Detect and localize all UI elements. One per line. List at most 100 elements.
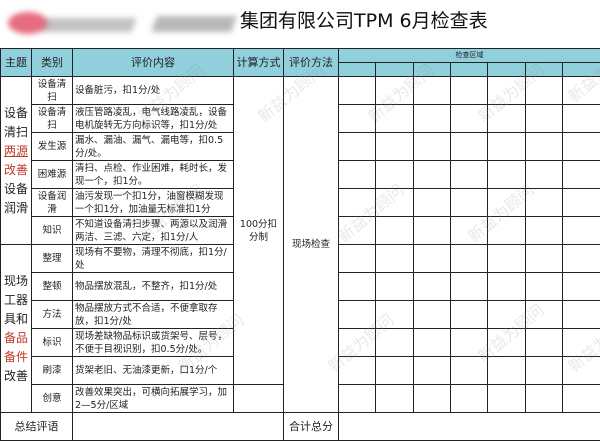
score-cell[interactable] <box>487 244 526 273</box>
score-cell[interactable] <box>487 216 526 245</box>
score-cell[interactable] <box>375 76 414 105</box>
score-cell[interactable] <box>561 104 600 133</box>
score-cell[interactable] <box>561 384 600 413</box>
score-cell[interactable] <box>525 132 563 161</box>
score-cell[interactable] <box>375 300 414 329</box>
total-label: 合计总分 <box>283 412 339 441</box>
score-cell[interactable] <box>525 104 563 133</box>
score-cell[interactable] <box>375 160 414 189</box>
score-cell[interactable] <box>561 300 600 329</box>
score-cell[interactable] <box>338 356 376 385</box>
score-cell[interactable] <box>450 216 488 245</box>
score-cell[interactable] <box>450 132 488 161</box>
score-cell[interactable] <box>561 244 600 273</box>
table-row: 发生源 漏水、漏油、漏气、漏电等，扣0.5分/处。 <box>1 132 600 161</box>
score-cell[interactable] <box>338 188 376 217</box>
score-cell[interactable] <box>413 216 451 245</box>
score-cell[interactable] <box>450 76 488 105</box>
score-cell[interactable] <box>413 188 451 217</box>
score-cell[interactable] <box>375 244 414 273</box>
content-cell: 不知道设备清扫步骤、两源以及润滑两洁、三滤、六定，扣1分/人 <box>72 216 234 245</box>
score-cell[interactable] <box>487 356 526 385</box>
total-input[interactable] <box>337 412 600 441</box>
score-cell[interactable] <box>450 104 488 133</box>
score-cell[interactable] <box>525 272 563 301</box>
score-cell[interactable] <box>525 216 563 245</box>
score-cell[interactable] <box>375 104 414 133</box>
score-cell[interactable] <box>487 384 526 413</box>
score-cell[interactable] <box>525 160 563 189</box>
score-cell[interactable] <box>413 384 451 413</box>
score-cell[interactable] <box>413 300 451 329</box>
category-cell: 发生源 <box>31 132 73 161</box>
score-cell[interactable] <box>561 216 600 245</box>
score-cell[interactable] <box>338 104 376 133</box>
score-cell[interactable] <box>375 328 414 357</box>
theme-text: 改善 <box>3 368 28 383</box>
score-cell[interactable] <box>525 384 563 413</box>
score-cell[interactable] <box>375 216 414 245</box>
score-cell[interactable] <box>450 272 488 301</box>
score-cell[interactable] <box>413 104 451 133</box>
score-cell[interactable] <box>525 328 563 357</box>
score-cell[interactable] <box>375 272 414 301</box>
theme-text: 改善 <box>3 162 28 177</box>
score-cell[interactable] <box>338 384 376 413</box>
score-cell[interactable] <box>561 188 600 217</box>
category-cell: 刷漆 <box>31 356 73 385</box>
score-cell[interactable] <box>338 160 376 189</box>
score-cell[interactable] <box>413 272 451 301</box>
score-cell[interactable] <box>525 188 563 217</box>
score-cell[interactable] <box>525 356 563 385</box>
score-cell[interactable] <box>413 132 451 161</box>
score-cell[interactable] <box>413 244 451 273</box>
area-column-header <box>487 62 526 77</box>
score-cell[interactable] <box>450 244 488 273</box>
score-cell[interactable] <box>375 188 414 217</box>
score-cell[interactable] <box>413 160 451 189</box>
theme-text: 设备润滑 <box>3 181 28 215</box>
score-cell[interactable] <box>525 300 563 329</box>
score-cell[interactable] <box>561 160 600 189</box>
score-cell[interactable] <box>450 356 488 385</box>
score-cell[interactable] <box>413 356 451 385</box>
score-cell[interactable] <box>487 272 526 301</box>
score-cell[interactable] <box>450 160 488 189</box>
score-cell[interactable] <box>375 356 414 385</box>
content-cell: 漏水、漏油、漏气、漏电等，扣0.5分/处。 <box>72 132 234 161</box>
score-cell[interactable] <box>450 300 488 329</box>
score-cell[interactable] <box>525 76 563 105</box>
score-cell[interactable] <box>561 272 600 301</box>
score-cell[interactable] <box>487 188 526 217</box>
score-cell[interactable] <box>450 384 488 413</box>
score-cell[interactable] <box>450 188 488 217</box>
score-cell[interactable] <box>561 328 600 357</box>
score-cell[interactable] <box>338 244 376 273</box>
score-cell[interactable] <box>450 328 488 357</box>
score-cell[interactable] <box>338 328 376 357</box>
score-cell[interactable] <box>338 216 376 245</box>
score-cell[interactable] <box>338 300 376 329</box>
theme-text: 两源 <box>3 143 28 158</box>
score-cell[interactable] <box>413 76 451 105</box>
score-cell[interactable] <box>375 384 414 413</box>
company-logo <box>4 10 237 38</box>
score-cell[interactable] <box>413 328 451 357</box>
score-cell[interactable] <box>487 76 526 105</box>
theme-text: 设备清扫 <box>3 105 28 139</box>
score-cell[interactable] <box>487 104 526 133</box>
score-cell[interactable] <box>487 328 526 357</box>
score-cell[interactable] <box>487 132 526 161</box>
score-cell[interactable] <box>487 160 526 189</box>
category-cell: 设备清扫 <box>31 76 73 105</box>
score-cell[interactable] <box>561 356 600 385</box>
score-cell[interactable] <box>487 300 526 329</box>
score-cell[interactable] <box>561 76 600 105</box>
score-cell[interactable] <box>338 76 376 105</box>
score-cell[interactable] <box>338 132 376 161</box>
score-cell[interactable] <box>561 132 600 161</box>
score-cell[interactable] <box>375 132 414 161</box>
summary-input[interactable] <box>72 412 284 441</box>
score-cell[interactable] <box>338 272 376 301</box>
score-cell[interactable] <box>525 244 563 273</box>
